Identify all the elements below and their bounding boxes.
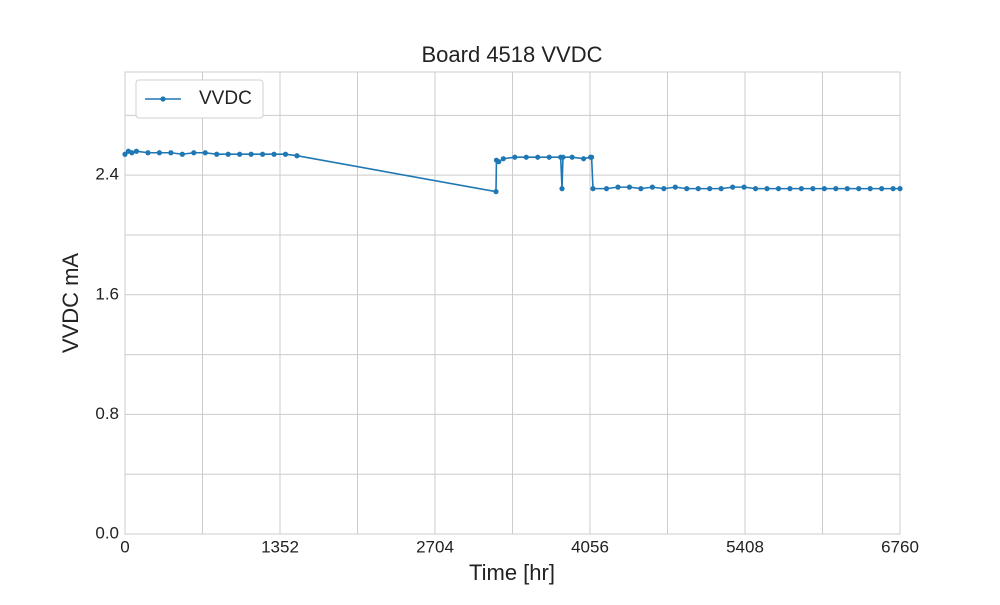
data-point (589, 154, 595, 160)
data-point (672, 184, 678, 190)
data-point (844, 186, 850, 192)
data-point (741, 184, 747, 190)
data-point (282, 151, 289, 157)
y-tick-label: 1.6 (95, 284, 119, 303)
y-tick-label: 2.4 (95, 165, 119, 184)
data-point (248, 151, 254, 157)
data-point (580, 156, 587, 162)
chart-title: Board 4518 VVDC (422, 42, 603, 67)
data-point (493, 189, 499, 195)
data-point (214, 151, 220, 157)
data-point (500, 156, 506, 162)
data-point (897, 186, 903, 192)
data-point (569, 154, 575, 160)
x-tick-label: 4056 (571, 537, 609, 556)
data-point (615, 184, 621, 190)
data-point (821, 186, 827, 192)
data-point (810, 186, 816, 192)
x-axis-label: Time [hr] (469, 560, 555, 585)
data-point (649, 184, 655, 190)
data-point (626, 184, 633, 190)
data-point (590, 186, 596, 192)
data-point (535, 154, 541, 160)
data-point (798, 186, 805, 192)
x-tick-label: 5408 (726, 537, 764, 556)
data-point (259, 151, 266, 157)
data-point (879, 186, 885, 192)
data-point (294, 153, 300, 159)
y-tick-label: 0.8 (95, 404, 119, 423)
data-point (129, 150, 135, 156)
data-point (546, 154, 552, 160)
x-tick-label: 6760 (881, 537, 919, 556)
data-point (179, 151, 185, 157)
plot-frame (124, 71, 901, 535)
data-point (730, 184, 736, 190)
data-point (271, 151, 277, 157)
data-point (695, 186, 701, 192)
data-point (833, 186, 839, 192)
data-point (145, 150, 151, 156)
data-point (707, 186, 713, 192)
y-tick-label: 0.0 (95, 523, 119, 542)
data-point (775, 186, 782, 192)
data-point (684, 186, 690, 192)
legend-box (135, 79, 264, 119)
legend-marker (160, 96, 166, 102)
data-point (496, 159, 502, 165)
data-point (512, 154, 518, 160)
data-point (523, 154, 529, 160)
data-point (856, 186, 862, 192)
data-point (133, 148, 140, 154)
legend-label: VVDC (199, 88, 252, 109)
data-point (560, 154, 566, 160)
data-point (202, 150, 208, 156)
data-point (867, 186, 873, 192)
x-tick-label: 0 (120, 537, 129, 556)
data-point (156, 150, 162, 156)
data-point (168, 150, 174, 156)
data-point (225, 151, 231, 157)
data-point (559, 186, 565, 192)
y-axis-label: VVDC mA (58, 253, 83, 354)
data-point (764, 186, 770, 192)
x-tick-label: 2704 (416, 537, 454, 556)
data-point (661, 186, 667, 192)
data-point (237, 151, 243, 157)
data-point (191, 150, 197, 156)
data-point (122, 151, 128, 157)
data-point (638, 186, 644, 192)
data-point (752, 186, 759, 192)
data-point (603, 186, 610, 192)
data-point (718, 186, 724, 192)
data-point (787, 186, 793, 192)
data-point (890, 186, 896, 192)
x-tick-label: 1352 (261, 537, 299, 556)
